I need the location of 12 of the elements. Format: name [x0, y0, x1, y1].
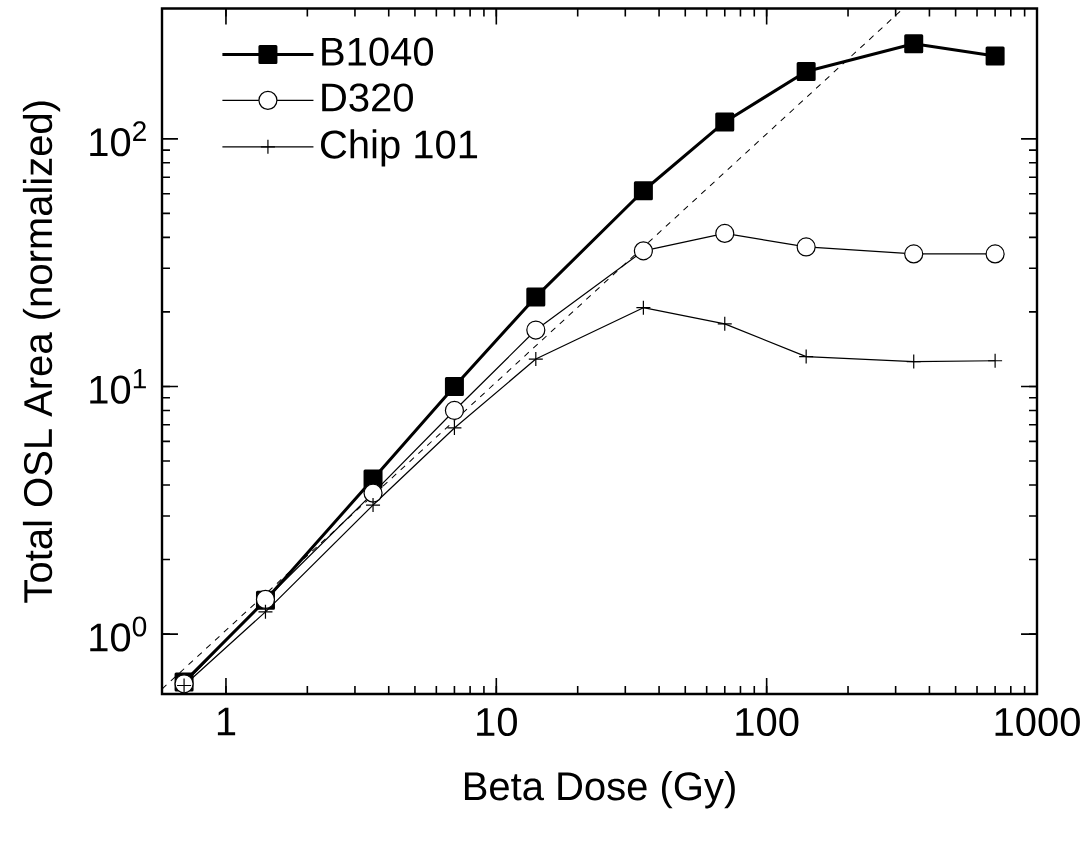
y-tick-label: 10$^{2}$	[90, 121, 146, 157]
x-tick-label: 10	[477, 707, 517, 737]
x-tick-label: 1	[217, 707, 236, 736]
y-tick-label: 10$^{1}$	[90, 369, 146, 404]
x-tick-label: 100	[736, 707, 799, 737]
y-tick-label: 10$^{0}$	[90, 616, 147, 652]
legend-label: Chip 101	[320, 129, 478, 167]
x-axis-title: Beta Dose (Gy)	[464, 771, 735, 809]
x-tick-label: 1000	[995, 707, 1080, 737]
y-axis-title: Total OSL Area (normalized)	[22, 101, 61, 603]
legend-label: D320	[322, 83, 413, 112]
legend-label: B1040	[322, 37, 434, 66]
